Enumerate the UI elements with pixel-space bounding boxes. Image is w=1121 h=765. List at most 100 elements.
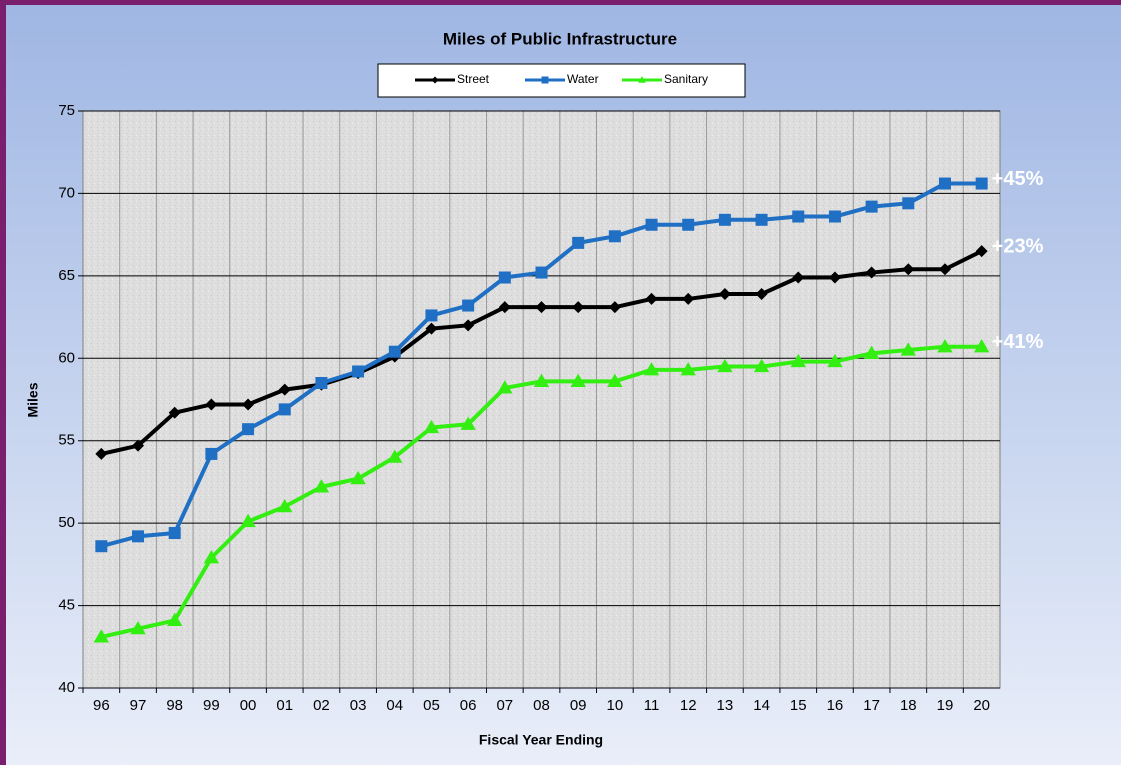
marker [167, 612, 183, 627]
marker [168, 527, 181, 540]
frame-top [0, 0, 1121, 5]
y-tick-label: 40 [58, 679, 75, 696]
marker [608, 230, 621, 243]
y-tick-label: 55 [58, 432, 75, 449]
y-tick-label: 65 [58, 267, 75, 284]
marker [718, 287, 731, 300]
marker [828, 210, 841, 223]
marker [792, 210, 805, 223]
marker [645, 292, 658, 305]
x-tick-label: 20 [973, 697, 990, 714]
marker [168, 406, 181, 419]
marker [645, 218, 658, 231]
marker [902, 197, 915, 210]
x-tick-label: 96 [93, 697, 110, 714]
y-tick-label: 70 [58, 184, 75, 201]
legend-label: Sanitary [664, 72, 708, 86]
marker [132, 530, 145, 543]
x-tick-label: 03 [350, 697, 367, 714]
x-tick-label: 07 [496, 697, 513, 714]
x-tick-label: 97 [130, 697, 147, 714]
x-tick-label: 98 [166, 697, 183, 714]
legend-label: Water [567, 72, 599, 86]
marker [572, 301, 585, 314]
marker [423, 419, 440, 434]
marker [313, 479, 330, 493]
marker [717, 358, 733, 373]
marker [865, 266, 878, 279]
marker [425, 322, 438, 335]
x-tick-label: 00 [240, 697, 257, 714]
marker [425, 309, 438, 322]
x-tick-label: 19 [937, 697, 954, 714]
series-annotation: +41% [992, 331, 1044, 353]
marker [682, 292, 695, 305]
x-tick-label: 09 [570, 697, 587, 714]
series-annotation: +23% [992, 235, 1044, 257]
marker [753, 358, 770, 373]
series-annotation: +45% [992, 168, 1044, 190]
frame-left [0, 0, 6, 765]
marker [498, 301, 511, 314]
legend-marker [431, 76, 439, 84]
legend-marker [638, 76, 646, 83]
marker [387, 449, 403, 463]
marker [938, 177, 951, 190]
marker [755, 287, 768, 300]
marker [203, 550, 220, 564]
x-tick-label: 10 [607, 697, 624, 714]
marker [680, 362, 696, 376]
marker [388, 345, 401, 358]
y-tick-label: 45 [58, 597, 75, 614]
marker [902, 263, 915, 276]
marker [975, 177, 988, 190]
marker [828, 271, 841, 284]
x-tick-label: 08 [533, 697, 550, 714]
marker [315, 377, 328, 390]
x-tick-label: 17 [863, 697, 880, 714]
marker [755, 213, 768, 226]
marker [205, 398, 218, 411]
marker [132, 439, 145, 452]
marker [790, 353, 806, 368]
marker [973, 339, 990, 353]
marker [572, 236, 585, 249]
y-tick-label: 50 [58, 514, 75, 531]
marker [827, 353, 843, 368]
marker [497, 380, 513, 394]
marker [278, 383, 291, 396]
y-tick-label: 75 [58, 102, 75, 119]
marker [975, 245, 988, 258]
y-tick-label: 60 [58, 349, 75, 366]
marker [93, 629, 110, 643]
marker [900, 342, 916, 356]
x-tick-label: 01 [276, 697, 293, 714]
x-tick-label: 02 [313, 697, 330, 714]
marker [352, 365, 365, 378]
marker [535, 301, 548, 314]
x-tick-label: 06 [460, 697, 477, 714]
x-tick-label: 15 [790, 697, 807, 714]
marker [130, 620, 146, 635]
marker [607, 373, 623, 387]
marker [95, 540, 108, 553]
x-tick-label: 14 [753, 697, 770, 714]
marker [865, 200, 878, 213]
x-tick-label: 13 [717, 697, 734, 714]
marker [682, 218, 695, 231]
marker [242, 398, 255, 411]
plot-area [82, 110, 1001, 689]
marker [242, 423, 255, 436]
marker [863, 345, 880, 359]
x-tick-label: 04 [386, 697, 403, 714]
marker [937, 339, 953, 353]
marker [205, 447, 218, 460]
marker [350, 470, 366, 485]
legend-marker [541, 76, 549, 84]
marker [535, 266, 548, 279]
marker [938, 263, 951, 276]
x-tick-label: 11 [644, 697, 660, 714]
marker [95, 447, 108, 460]
chart-title: Miles of Public Infrastructure [443, 29, 677, 48]
x-tick-label: 18 [900, 697, 917, 714]
